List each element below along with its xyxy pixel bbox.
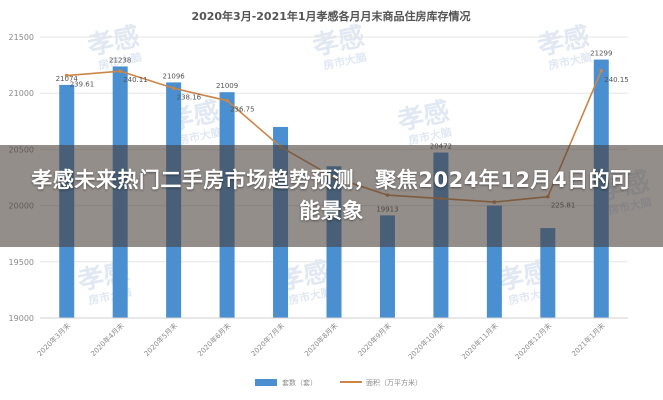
line-point — [599, 69, 604, 73]
x-axis: 2020年3月末 2020年4月末 2020年5月末 2020年6月末 2020年7月末… — [35, 317, 628, 361]
x-tick-label: 2020年8月末 — [302, 321, 339, 358]
x-tick-label: 2020年11月末 — [460, 321, 500, 361]
bar-value-label: 21074 — [56, 75, 79, 83]
line-point — [171, 86, 176, 91]
legend-label-bar: 套数（套） — [282, 378, 317, 387]
line-value-label: 240.15 — [604, 76, 629, 84]
y-tick-label: 19500 — [9, 258, 34, 267]
legend-label-line: 面积（万平方米） — [366, 378, 422, 387]
x-tick-label: 2020年4月末 — [89, 321, 126, 358]
x-tick-label: 2020年6月末 — [196, 321, 233, 358]
bar-value-label: 21238 — [109, 56, 131, 64]
line-value-label: 240.11 — [123, 76, 148, 84]
headline-text: 孝感未来热门二手房市场趋势预测，聚焦2024年12月4日的可能景象 — [31, 168, 632, 223]
x-tick-label: 2020年10月末 — [406, 321, 446, 361]
line-value-label: 236.75 — [230, 106, 255, 114]
line-value-label: 239.61 — [70, 81, 95, 89]
y-tick-label: 21000 — [9, 89, 34, 98]
x-tick-label: 2020年7月末 — [249, 321, 286, 358]
headline-banner: 孝感未来热门二手房市场趋势预测，聚焦2024年12月4日的可能景象 — [0, 145, 663, 247]
x-tick-label: 2021年1月末 — [570, 321, 607, 358]
legend-swatch-bar — [255, 379, 277, 386]
x-tick-label: 2020年3月末 — [35, 321, 72, 358]
y-tick-label: 21500 — [9, 33, 34, 42]
legend: 套数（套） 面积（万平方米） — [255, 378, 422, 387]
bar-value-label: 21299 — [590, 50, 612, 58]
bar-value-label: 21009 — [216, 82, 238, 90]
x-tick-label: 2020年12月末 — [513, 321, 553, 361]
bar — [540, 228, 556, 318]
line-point — [118, 69, 122, 73]
line-value-label: 238.16 — [177, 93, 202, 101]
x-tick-label: 2020年5月末 — [142, 321, 179, 358]
line-point — [64, 73, 69, 78]
chart-title: 2020年3月-2021年1月孝感各月月末商品住房库存情况 — [191, 9, 470, 23]
bar-value-label: 21096 — [162, 72, 185, 80]
x-tick-label: 2020年9月末 — [356, 321, 393, 358]
line-point — [225, 98, 229, 103]
y-tick-label: 19000 — [9, 314, 34, 323]
